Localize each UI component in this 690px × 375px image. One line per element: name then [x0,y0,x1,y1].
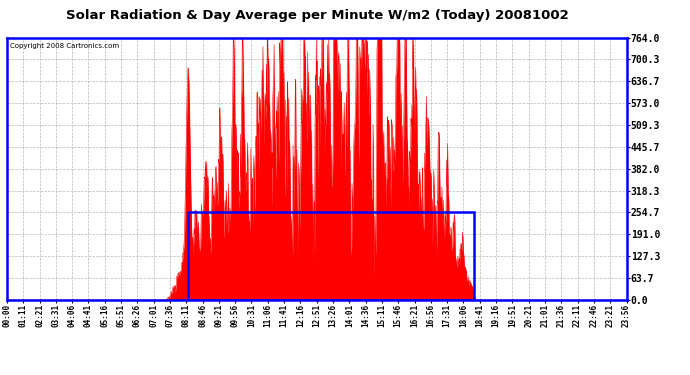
Text: Solar Radiation & Day Average per Minute W/m2 (Today) 20081002: Solar Radiation & Day Average per Minute… [66,9,569,22]
Bar [188,213,474,300]
Text: Copyright 2008 Cartronics.com: Copyright 2008 Cartronics.com [10,43,119,49]
